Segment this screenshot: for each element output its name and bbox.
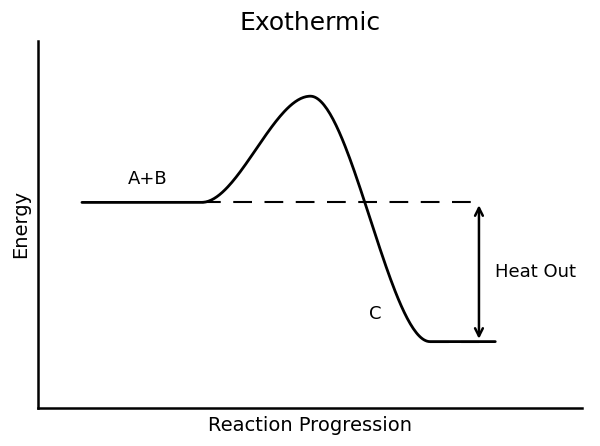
Text: C: C (370, 306, 382, 323)
Text: Heat Out: Heat Out (495, 263, 576, 281)
Text: A+B: A+B (127, 170, 167, 188)
Title: Exothermic: Exothermic (240, 11, 381, 35)
Y-axis label: Energy: Energy (11, 190, 30, 258)
X-axis label: Reaction Progression: Reaction Progression (208, 416, 412, 435)
